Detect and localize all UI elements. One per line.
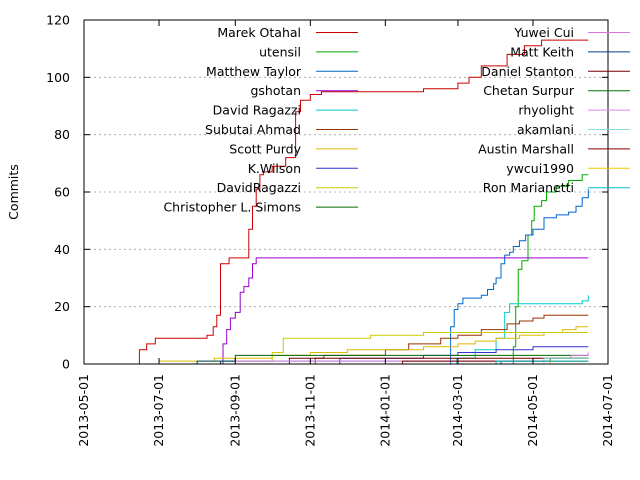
y-axis-label: Commits bbox=[6, 164, 21, 220]
series-line-3 bbox=[220, 257, 589, 365]
y-tick-label: 20 bbox=[54, 299, 70, 314]
series-line-0 bbox=[138, 39, 589, 365]
axis-ticks: 0 20 40 60 80 100 120 2013-05-01 2013-07-01 2013-… bbox=[46, 13, 615, 447]
legend-label: Daniel Stanton bbox=[481, 64, 574, 79]
series-line-1 bbox=[507, 174, 589, 365]
legend-label: David Ragazzi bbox=[213, 103, 301, 118]
legend-label: K.Wilson bbox=[248, 161, 301, 176]
y-tick-label: 0 bbox=[62, 357, 70, 372]
legend-label: gshotan bbox=[250, 83, 301, 98]
legend-label: Ron Marianetti bbox=[483, 180, 574, 195]
legend-label: akamlani bbox=[517, 122, 574, 137]
legend-label: Matthew Taylor bbox=[206, 64, 302, 79]
legend-label: rhyolight bbox=[518, 103, 574, 118]
legend-label: DavidRagazzi bbox=[217, 180, 301, 195]
legend-label: Yuwei Cui bbox=[513, 25, 574, 40]
grid bbox=[84, 76, 608, 308]
legend-label: Chetan Surpur bbox=[483, 83, 575, 98]
series-line-7 bbox=[333, 346, 589, 365]
series-line-9 bbox=[122, 354, 589, 365]
legend: Marek Otahal utensil Matthew Taylor gshotan… bbox=[163, 25, 630, 215]
series-line-5 bbox=[133, 314, 589, 365]
legend-label: Marek Otahal bbox=[217, 25, 301, 40]
x-tick-label: 2014-01-01 bbox=[377, 374, 392, 447]
x-tick-label: 2013-07-01 bbox=[151, 374, 166, 447]
series-line-2 bbox=[446, 189, 589, 365]
x-tick-label: 2014-05-01 bbox=[525, 374, 540, 447]
y-tick-label: 100 bbox=[46, 70, 70, 85]
legend-label: Christopher L. Simons bbox=[163, 200, 301, 215]
x-tick-label: 2013-09-01 bbox=[227, 374, 242, 447]
legend-label: Scott Purdy bbox=[229, 141, 301, 156]
y-tick-label: 80 bbox=[54, 127, 70, 142]
x-tick-label: 2013-05-01 bbox=[76, 374, 91, 447]
legend-label: Austin Marshall bbox=[478, 141, 574, 156]
x-tick-label: 2014-07-01 bbox=[600, 374, 615, 447]
legend-label: Subutai Ahmad bbox=[205, 122, 301, 137]
y-tick-label: 60 bbox=[54, 185, 70, 200]
legend-label: ywcui1990 bbox=[506, 161, 574, 176]
y-tick-label: 120 bbox=[46, 13, 70, 28]
series-line-8 bbox=[145, 332, 589, 365]
legend-label: Matt Keith bbox=[510, 44, 574, 59]
x-tick-label: 2013-11-01 bbox=[302, 374, 317, 447]
x-tick-label: 2014-03-01 bbox=[450, 374, 465, 447]
y-tick-label: 40 bbox=[54, 242, 70, 257]
legend-label: utensil bbox=[259, 44, 301, 59]
